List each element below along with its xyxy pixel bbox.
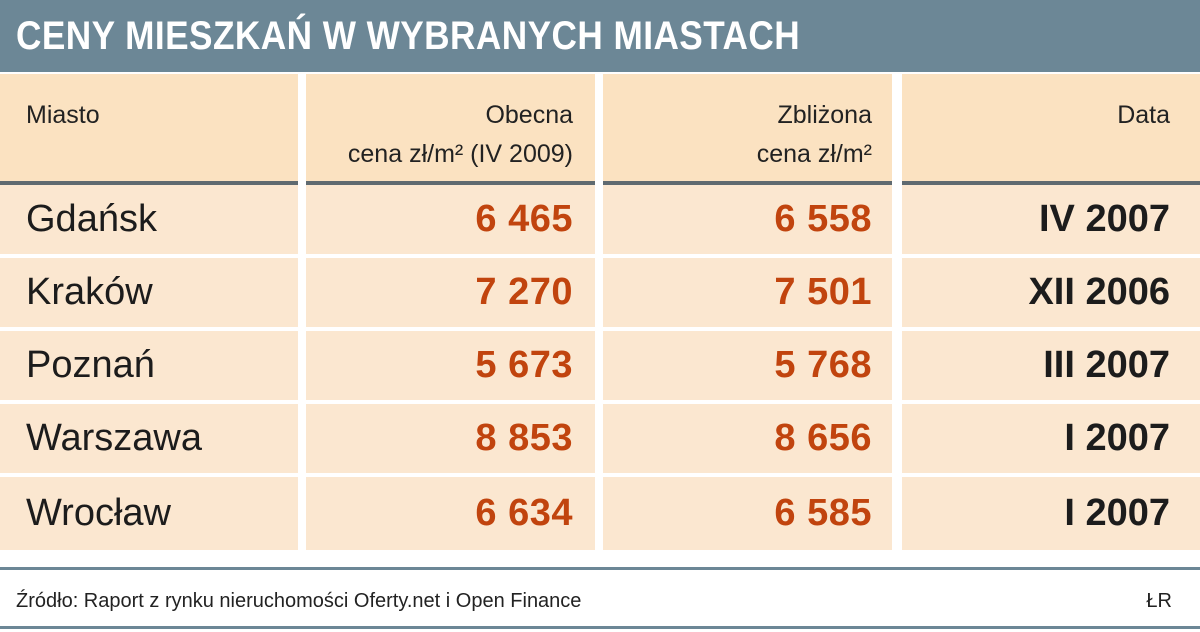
table-row: Wrocław 6 634 6 585 I 2007	[0, 477, 1200, 550]
price-table: Miasto Obecna cena zł/m² (IV 2009) Zbliż…	[0, 74, 1200, 550]
city-cell: Gdańsk	[0, 185, 298, 258]
table-row: Warszawa 8 853 8 656 I 2007	[0, 404, 1200, 477]
city-cell: Wrocław	[0, 477, 298, 550]
city-cell: Warszawa	[0, 404, 298, 477]
title-bar: CENY MIESZKAŃ W WYBRANYCH MIASTACH	[0, 0, 1200, 72]
approx-price-cell: 7 501	[603, 258, 892, 331]
header-current-line1: Obecna	[485, 101, 573, 129]
header-city: Miasto	[0, 74, 298, 185]
table-row: Gdańsk 6 465 6 558 IV 2007	[0, 185, 1200, 258]
header-date-label: Data	[1117, 101, 1170, 129]
footer-divider	[0, 626, 1200, 629]
header-approx-line1: Zbliżona	[777, 101, 873, 129]
approx-price-cell: 6 585	[603, 477, 892, 550]
header-row: Miasto Obecna cena zł/m² (IV 2009) Zbliż…	[0, 74, 1200, 185]
city-cell: Poznań	[0, 331, 298, 404]
header-approx-price: Zbliżona cena zł/m²	[603, 74, 892, 185]
header-approx-line2: cena zł/m²	[756, 140, 872, 168]
header-current-price: Obecna cena zł/m² (IV 2009)	[306, 74, 595, 185]
approx-price-cell: 5 768	[603, 331, 892, 404]
date-cell: I 2007	[902, 477, 1200, 550]
current-price-cell: 6 465	[306, 185, 595, 258]
header-city-label: Miasto	[26, 101, 100, 129]
divider	[0, 567, 1200, 570]
source-note: Źródło: Raport z rynku nieruchomości Ofe…	[16, 590, 582, 612]
current-price-cell: 8 853	[306, 404, 595, 477]
date-cell: IV 2007	[902, 185, 1200, 258]
table-title: CENY MIESZKAŃ W WYBRANYCH MIASTACH	[16, 13, 801, 58]
current-price-cell: 7 270	[306, 258, 595, 331]
current-price-cell: 6 634	[306, 477, 595, 550]
table-row: Kraków 7 270 7 501 XII 2006	[0, 258, 1200, 331]
date-cell: III 2007	[902, 331, 1200, 404]
date-cell: XII 2006	[902, 258, 1200, 331]
date-cell: I 2007	[902, 404, 1200, 477]
current-price-cell: 5 673	[306, 331, 595, 404]
author-initials: ŁR	[1146, 590, 1172, 612]
approx-price-cell: 6 558	[603, 185, 892, 258]
header-current-line2: cena zł/m² (IV 2009)	[347, 140, 573, 168]
table-row: Poznań 5 673 5 768 III 2007	[0, 331, 1200, 404]
header-date: Data	[902, 74, 1200, 185]
approx-price-cell: 8 656	[603, 404, 892, 477]
city-cell: Kraków	[0, 258, 298, 331]
